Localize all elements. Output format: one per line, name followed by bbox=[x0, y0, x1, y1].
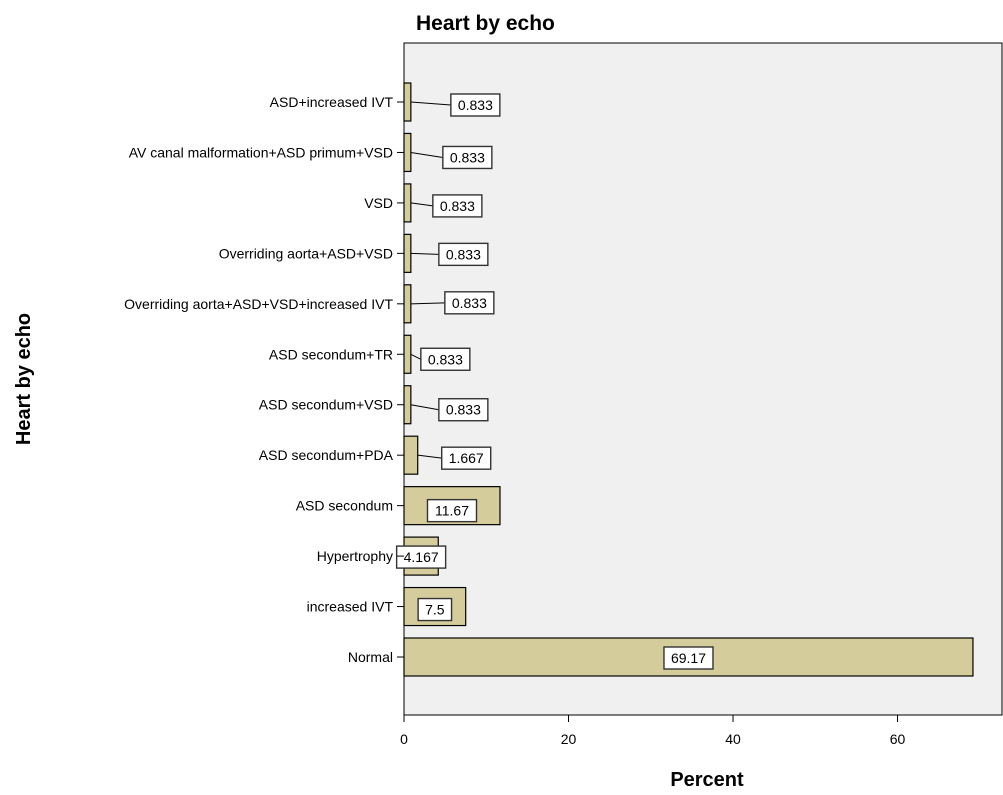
data-label-box bbox=[438, 398, 489, 422]
category-label: Overriding aorta+ASD+VSD bbox=[219, 245, 393, 261]
label-leader-line bbox=[410, 353, 422, 360]
x-tick-label: 40 bbox=[725, 731, 741, 747]
bar bbox=[403, 284, 412, 324]
data-label: 4.167 bbox=[404, 549, 439, 565]
label-leader-line bbox=[410, 101, 451, 106]
data-label-box bbox=[426, 498, 478, 523]
data-label-box bbox=[438, 242, 489, 267]
category-label: increased IVT bbox=[307, 599, 394, 615]
data-label: 0.833 bbox=[446, 402, 481, 418]
bar bbox=[403, 334, 412, 374]
data-label: 0.833 bbox=[450, 149, 485, 165]
data-label: 0.833 bbox=[458, 97, 493, 113]
data-label-box bbox=[395, 545, 447, 569]
category-label: Hypertrophy bbox=[317, 548, 393, 564]
category-label: ASD+increased IVT bbox=[270, 94, 394, 110]
data-label-box bbox=[417, 597, 453, 622]
label-leader-line bbox=[410, 202, 433, 207]
x-axis: 0 20 40 60 bbox=[400, 715, 906, 747]
label-leader-line bbox=[410, 252, 439, 255]
y-axis-title: Heart by echo bbox=[13, 313, 35, 445]
bar bbox=[403, 132, 412, 173]
category-label: VSD bbox=[364, 195, 393, 211]
x-tick-label: 20 bbox=[561, 731, 577, 747]
bar bbox=[403, 385, 412, 425]
chart-title: Heart by echo bbox=[416, 12, 555, 35]
category-label: Normal bbox=[348, 649, 393, 665]
data-label-box bbox=[444, 291, 495, 315]
x-tick-label: 0 bbox=[400, 731, 408, 747]
category-label: ASD secondum+VSD bbox=[259, 397, 393, 413]
data-label: 69.17 bbox=[671, 650, 706, 666]
data-label-box bbox=[450, 93, 501, 117]
category-axis: ASD+increased IVT AV canal malformation+A… bbox=[124, 94, 404, 665]
bar bbox=[403, 82, 412, 122]
data-label: 7.5 bbox=[425, 602, 445, 618]
label-leader-line bbox=[417, 454, 442, 459]
data-label-box bbox=[442, 145, 493, 170]
bars-layer: 0.833 0.833 0.833 0.833 0.833 0.833 0.833 1.667… bbox=[395, 82, 974, 677]
data-label: 0.833 bbox=[452, 295, 487, 311]
data-label: 1.667 bbox=[449, 450, 484, 466]
category-label: AV canal malformation+ASD primum+VSD bbox=[129, 144, 393, 160]
data-label-box bbox=[441, 446, 492, 470]
category-label: ASD secondum+PDA bbox=[259, 447, 394, 463]
label-leader-line bbox=[410, 151, 443, 158]
plot-area bbox=[403, 42, 1003, 716]
data-label: 0.833 bbox=[428, 351, 463, 367]
data-label-box bbox=[432, 194, 483, 218]
bar bbox=[403, 183, 412, 223]
bar bbox=[403, 233, 412, 273]
category-label: ASD secondum bbox=[296, 498, 393, 514]
label-leader-line bbox=[410, 302, 445, 305]
data-label: 11.67 bbox=[435, 503, 469, 519]
data-label: 0.833 bbox=[440, 198, 475, 214]
label-leader-line bbox=[410, 404, 439, 411]
category-label: ASD secondum+TR bbox=[269, 346, 393, 362]
x-axis-title: Percent bbox=[670, 769, 744, 791]
data-label: 0.833 bbox=[446, 246, 481, 262]
data-label-box bbox=[420, 347, 471, 371]
bar bbox=[403, 435, 419, 475]
category-label: Overriding aorta+ASD+VSD+increased IVT bbox=[124, 296, 393, 312]
data-label-box bbox=[663, 646, 714, 670]
x-tick-label: 60 bbox=[890, 731, 906, 747]
